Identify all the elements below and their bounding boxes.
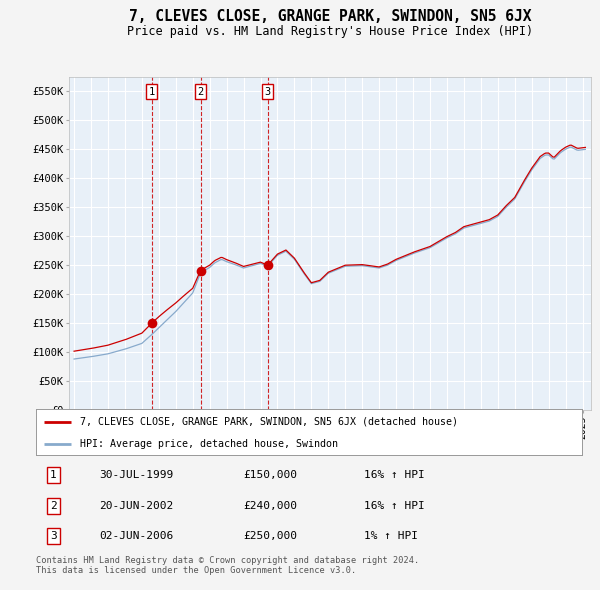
Text: 2: 2 [197,87,204,97]
Text: £240,000: £240,000 [244,501,298,510]
Text: HPI: Average price, detached house, Swindon: HPI: Average price, detached house, Swin… [80,439,338,449]
Text: 7, CLEVES CLOSE, GRANGE PARK, SWINDON, SN5 6JX (detached house): 7, CLEVES CLOSE, GRANGE PARK, SWINDON, S… [80,417,458,427]
Text: 1: 1 [50,470,57,480]
Text: 20-JUN-2002: 20-JUN-2002 [99,501,173,510]
Text: Price paid vs. HM Land Registry's House Price Index (HPI): Price paid vs. HM Land Registry's House … [127,25,533,38]
Text: 30-JUL-1999: 30-JUL-1999 [99,470,173,480]
Text: 1% ↑ HPI: 1% ↑ HPI [364,531,418,541]
Text: 7, CLEVES CLOSE, GRANGE PARK, SWINDON, SN5 6JX: 7, CLEVES CLOSE, GRANGE PARK, SWINDON, S… [129,9,531,24]
Text: Contains HM Land Registry data © Crown copyright and database right 2024.
This d: Contains HM Land Registry data © Crown c… [36,556,419,575]
Text: 3: 3 [50,531,57,541]
Text: 16% ↑ HPI: 16% ↑ HPI [364,501,424,510]
Text: £150,000: £150,000 [244,470,298,480]
Text: 1: 1 [149,87,155,97]
Text: 2: 2 [50,501,57,510]
Text: £250,000: £250,000 [244,531,298,541]
Text: 3: 3 [265,87,271,97]
Text: 16% ↑ HPI: 16% ↑ HPI [364,470,424,480]
Text: 02-JUN-2006: 02-JUN-2006 [99,531,173,541]
